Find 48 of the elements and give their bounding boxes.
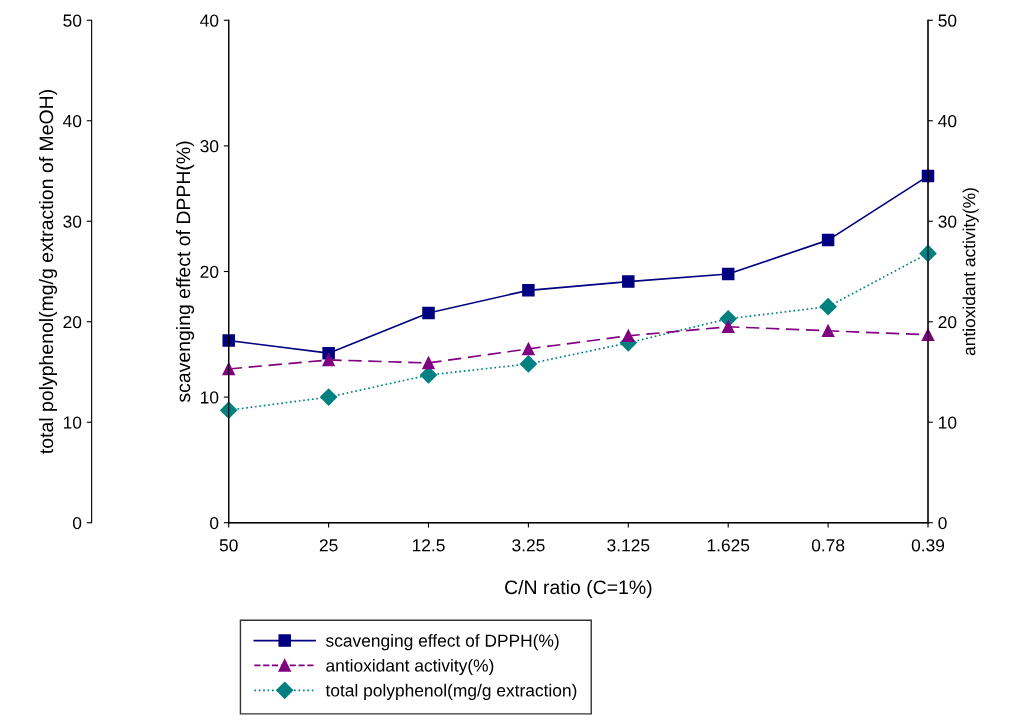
x-tick-label: 12.5 xyxy=(412,539,445,552)
point xyxy=(322,353,335,367)
x-tick-label: 3.125 xyxy=(607,539,650,552)
point xyxy=(622,275,635,288)
x-tick-label: 50 xyxy=(219,539,238,552)
point xyxy=(721,267,735,281)
y2-tick-label: 30 xyxy=(938,215,957,228)
legend-label: antioxidant activity(%) xyxy=(326,658,494,676)
y3-tick-label: 50 xyxy=(63,14,82,27)
point xyxy=(320,388,338,406)
y2-tick-label: 10 xyxy=(939,416,957,429)
y3-tick-label: 40 xyxy=(63,114,82,128)
y2-tick-label: 50 xyxy=(938,14,957,27)
y3-tick-label: 0 xyxy=(72,516,82,530)
legend-label: scavenging effect of DPPH(%) xyxy=(325,634,559,651)
point xyxy=(422,356,435,370)
point xyxy=(821,324,835,338)
y3-tick-label: 20 xyxy=(63,315,82,329)
x-tick-label: 3.25 xyxy=(512,539,545,552)
point xyxy=(522,342,535,356)
point xyxy=(821,233,835,247)
y2-axis-title: antioxidant activity(%) xyxy=(962,188,979,356)
y-axis-title: scavenging effect of DPPH(%) xyxy=(176,141,195,403)
point xyxy=(519,355,537,373)
point xyxy=(222,334,235,347)
y-tick-label: 40 xyxy=(200,14,219,27)
point xyxy=(422,306,435,320)
point xyxy=(819,298,837,316)
point xyxy=(222,362,235,376)
point xyxy=(721,320,735,334)
y-tick-label: 30 xyxy=(200,140,219,153)
y3-tick-label: 10 xyxy=(63,416,82,429)
y-tick-label: 20 xyxy=(200,265,219,278)
x-axis-title: C/N ratio (C=1%) xyxy=(505,579,652,598)
y2-tick-label: 40 xyxy=(938,114,957,128)
y2-tick-label: 20 xyxy=(938,315,957,329)
y-tick-label: 10 xyxy=(201,391,219,404)
x-tick-label: 0.39 xyxy=(911,539,945,552)
y-tick-label: 0 xyxy=(210,516,219,530)
point xyxy=(522,284,535,297)
point xyxy=(622,329,635,343)
y3-tick-label: 30 xyxy=(63,215,82,228)
legend-label: total polyphenol(mg/g extraction) xyxy=(325,683,577,700)
y2-tick-label: 0 xyxy=(938,516,947,530)
x-tick-label: 0.78 xyxy=(811,539,845,552)
y3-axis-title: total polyphenol(mg/g extraction of MeOH) xyxy=(38,90,58,454)
x-tick-label: 1.625 xyxy=(707,539,750,552)
x-tick-label: 25 xyxy=(319,539,338,552)
